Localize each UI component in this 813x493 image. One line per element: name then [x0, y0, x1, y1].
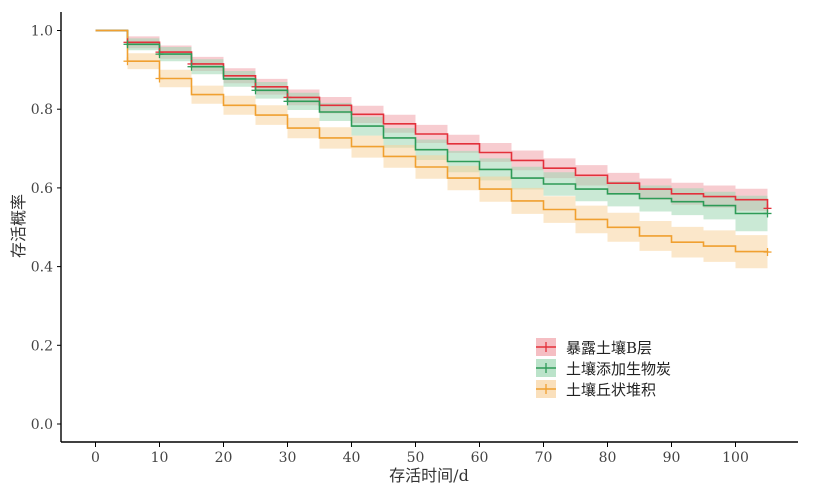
censor-mark: [251, 86, 260, 95]
x-tick-label: 80: [599, 450, 617, 466]
y-tick-label: 0.2: [31, 338, 53, 354]
x-tick-label: 10: [151, 450, 169, 466]
x-axis-ticks: 0 10 20 30 40 50 60 70 80 90 100: [91, 442, 749, 466]
y-axis-label: 存活概率: [9, 194, 28, 258]
censor-mark: [123, 40, 132, 49]
x-tick-label: 90: [663, 450, 681, 466]
x-tick-label: 40: [343, 450, 361, 466]
x-tick-label: 60: [471, 450, 489, 466]
x-tick-label: 20: [215, 450, 233, 466]
censor-mark: [155, 74, 164, 83]
confidence-band-1: [95, 30, 768, 220]
confidence-band-2: [95, 30, 768, 232]
x-tick-label: 0: [91, 450, 100, 466]
y-tick-label: 0.8: [31, 102, 53, 118]
censor-mark: [123, 57, 132, 66]
x-axis-label: 存活时间/d: [389, 466, 469, 485]
survival-curve-1: [95, 29, 769, 209]
y-tick-label: 0.6: [31, 181, 53, 197]
x-tick-label: 30: [279, 450, 297, 466]
y-tick-label: 1.0: [31, 24, 53, 40]
confidence-band-3: [95, 30, 768, 269]
legend-label: 暴露土壤B层: [566, 339, 652, 357]
censor-mark: [763, 209, 772, 218]
survival-curve-2: [95, 29, 768, 215]
legend-item: 暴露土壤B层: [536, 338, 652, 357]
survival-curve-3: [95, 29, 769, 253]
x-tick-label: 50: [407, 450, 425, 466]
legend-label: 土壤添加生物炭: [566, 360, 671, 378]
legend-item: 土壤添加生物炭: [536, 359, 671, 378]
legend-item: 土壤丘状堆积: [536, 380, 656, 399]
y-tick-label: 0.0: [31, 417, 53, 433]
censor-mark: [187, 62, 196, 71]
censor-marks: [123, 38, 772, 257]
censor-mark: [283, 97, 292, 106]
confidence-bands: [95, 30, 768, 269]
y-tick-label: 0.4: [31, 260, 53, 276]
legend-label: 土壤丘状堆积: [566, 381, 656, 399]
censor-mark: [155, 50, 164, 59]
y-axis-ticks: 0.0 0.2 0.4 0.6 0.8 1.0: [31, 24, 61, 433]
x-tick-label: 100: [722, 450, 749, 466]
survival-curves: [95, 29, 769, 253]
x-tick-label: 70: [535, 450, 553, 466]
censor-mark: [763, 248, 772, 257]
